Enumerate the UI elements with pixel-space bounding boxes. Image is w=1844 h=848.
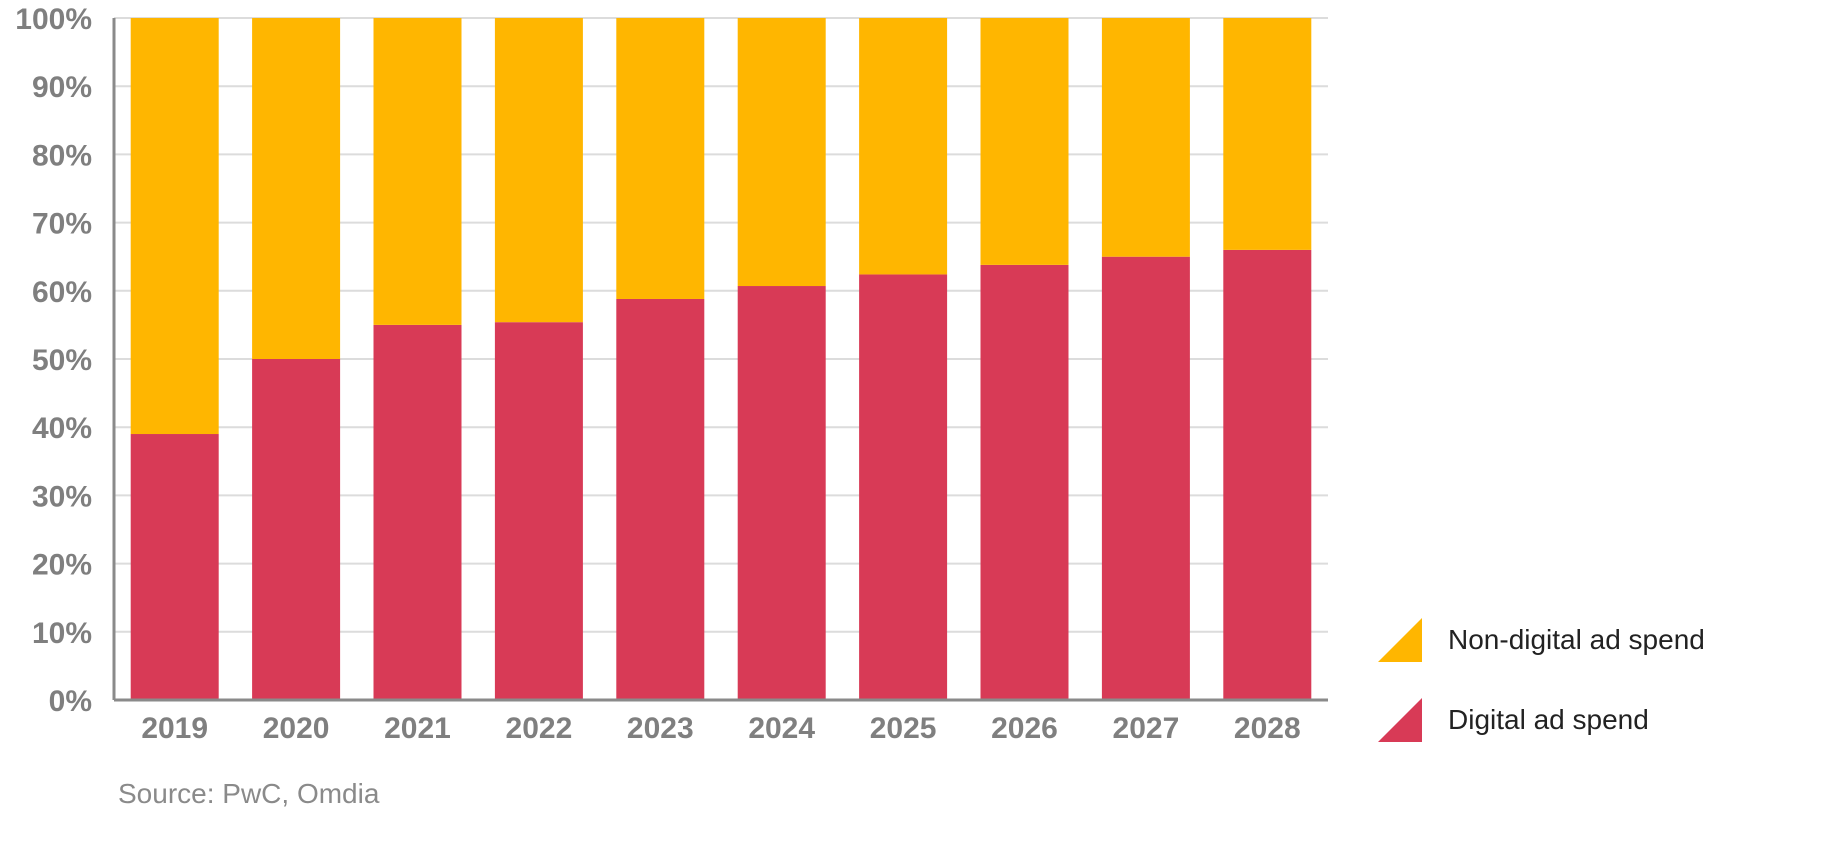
y-tick-label: 20% bbox=[32, 549, 92, 582]
x-tick-label: 2019 bbox=[141, 712, 208, 745]
x-tick-label: 2026 bbox=[991, 712, 1058, 745]
x-tick-label: 2023 bbox=[627, 712, 694, 745]
bar-non-digital-ad-spend bbox=[130, 18, 219, 435]
x-tick-label: 2024 bbox=[748, 712, 815, 745]
y-tick-label: 40% bbox=[32, 412, 92, 445]
bar-digital-ad-spend bbox=[616, 298, 705, 700]
stacked-bar-chart: 0%10%20%30%40%50%60%70%80%90%100% 2019 20… bbox=[15, 3, 1328, 745]
bar-digital-ad-spend bbox=[252, 359, 341, 700]
y-tick-labels: 0% 10% 20% 30% 40% 50% 60% 70% 80% 90% 100% bbox=[15, 3, 92, 718]
bar-non-digital-ad-spend bbox=[494, 18, 583, 323]
legend-item-digital: Digital ad spend bbox=[1378, 698, 1705, 742]
x-tick-label: 2022 bbox=[506, 712, 573, 745]
legend: Non-digital ad spend Digital ad spend bbox=[1378, 618, 1705, 778]
y-tick-label: 50% bbox=[32, 344, 92, 377]
legend-item-non-digital: Non-digital ad spend bbox=[1378, 618, 1705, 662]
source-note: Source: PwC, Omdia bbox=[118, 778, 380, 809]
x-tick-label: 2021 bbox=[384, 712, 451, 745]
bar-non-digital-ad-spend bbox=[616, 18, 705, 299]
y-tick-label: 90% bbox=[32, 71, 92, 104]
x-tick-labels: 2019 2020 2021 2022 2023 2024 2025 2026 2027 2028 bbox=[141, 712, 1300, 745]
x-tick-label: 2020 bbox=[263, 712, 330, 745]
axes bbox=[112, 18, 1328, 702]
bars bbox=[130, 18, 1312, 700]
bar-digital-ad-spend bbox=[1223, 249, 1312, 700]
bar-digital-ad-spend bbox=[1101, 256, 1190, 700]
bar-digital-ad-spend bbox=[373, 324, 462, 700]
bar-non-digital-ad-spend bbox=[373, 18, 462, 325]
x-tick-label: 2027 bbox=[1113, 712, 1180, 745]
bar-non-digital-ad-spend bbox=[737, 18, 826, 287]
x-tick-label: 2025 bbox=[870, 712, 937, 745]
bar-digital-ad-spend bbox=[859, 274, 948, 700]
y-tick-label: 80% bbox=[32, 139, 92, 172]
bar-non-digital-ad-spend bbox=[252, 18, 341, 359]
y-tick-label: 100% bbox=[15, 3, 92, 36]
triangle-swatch-icon bbox=[1378, 698, 1422, 742]
y-tick-label: 10% bbox=[32, 617, 92, 650]
y-tick-label: 70% bbox=[32, 208, 92, 241]
legend-label: Non-digital ad spend bbox=[1448, 624, 1705, 655]
bar-non-digital-ad-spend bbox=[859, 18, 948, 275]
bar-digital-ad-spend bbox=[494, 322, 583, 700]
bar-non-digital-ad-spend bbox=[1223, 18, 1312, 250]
bar-digital-ad-spend bbox=[980, 264, 1069, 700]
y-tick-label: 30% bbox=[32, 480, 92, 513]
y-tick-label: 0% bbox=[49, 685, 92, 718]
x-tick-label: 2028 bbox=[1234, 712, 1301, 745]
y-tick-label: 60% bbox=[32, 276, 92, 309]
bar-non-digital-ad-spend bbox=[1101, 18, 1190, 257]
triangle-swatch-icon bbox=[1378, 618, 1422, 662]
bar-digital-ad-spend bbox=[737, 286, 826, 700]
bar-non-digital-ad-spend bbox=[980, 18, 1069, 265]
legend-label: Digital ad spend bbox=[1448, 704, 1649, 735]
bar-digital-ad-spend bbox=[130, 434, 219, 700]
